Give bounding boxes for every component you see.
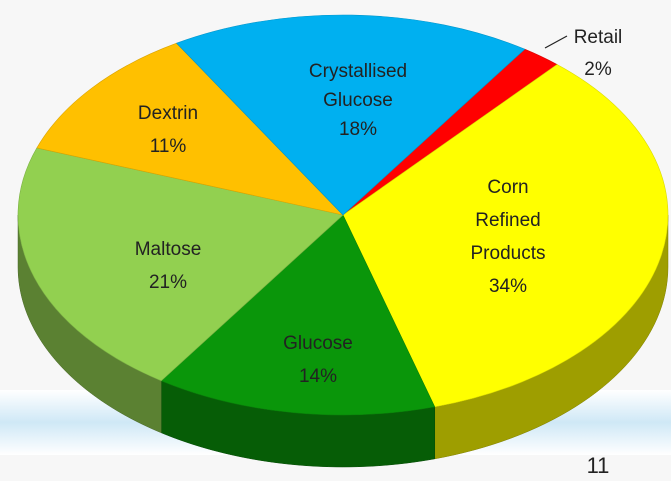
- slice-label: Retail: [574, 27, 623, 48]
- slice-value-label: 11%: [150, 136, 187, 157]
- slice-value-label: 14%: [299, 366, 337, 387]
- slice: [160, 214, 436, 416]
- slice: [342, 64, 669, 408]
- slice-value-label: 21%: [149, 272, 187, 293]
- slice-label-line: Corn: [487, 177, 528, 198]
- slice: [17, 147, 344, 382]
- slice-value-label: 34%: [489, 276, 527, 297]
- page-number: 11: [587, 453, 610, 478]
- leader-line: [544, 35, 568, 49]
- pie-sides: [17, 214, 669, 468]
- slice-value-label: 18%: [339, 119, 377, 140]
- slice-label: Crystallised Glucose: [309, 61, 407, 111]
- slice-label: Maltose: [135, 239, 202, 260]
- pie-top: [17, 14, 669, 416]
- slice-label-line: Crystallised: [309, 61, 407, 82]
- slice: [36, 42, 344, 216]
- slice-label-line: Glucose: [323, 90, 393, 111]
- slice: [176, 14, 526, 216]
- slice-label: Dextrin: [138, 103, 198, 124]
- slice-label-line: Products: [471, 243, 546, 264]
- slice-label-line: Refined: [475, 210, 541, 231]
- slice-value-label: 2%: [584, 59, 612, 80]
- slice-label: Glucose: [283, 333, 353, 354]
- slice-label: Corn Refined Products: [471, 177, 546, 264]
